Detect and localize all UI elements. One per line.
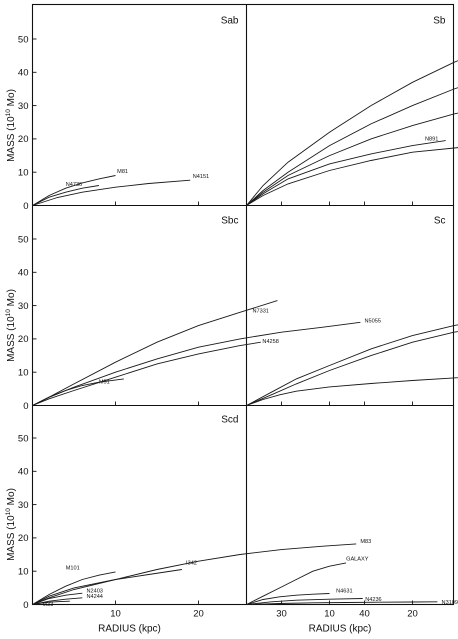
panel-type-sc: Sc bbox=[434, 216, 446, 227]
curve-label-n4736: N4736 bbox=[66, 182, 82, 188]
curve-label-i342: I342 bbox=[186, 561, 197, 567]
curve-m33 bbox=[32, 600, 70, 605]
ytick-label-scd-30: 30 bbox=[18, 500, 29, 511]
panel-type-sb: Sb bbox=[433, 16, 446, 27]
curve-label-m81: M81 bbox=[117, 169, 128, 175]
curve-label-m33: M33 bbox=[42, 602, 53, 608]
curve-m83 bbox=[32, 543, 357, 605]
curve-label-n891: N891 bbox=[425, 137, 438, 143]
ytick-label-sab-50: 50 bbox=[18, 34, 29, 45]
curve-n5055 bbox=[32, 321, 361, 406]
ytick-label-sab-0: 0 bbox=[23, 201, 28, 212]
xtick-label-scd-20: 20 bbox=[193, 609, 204, 620]
xtick-label-scd-30: 30 bbox=[276, 609, 287, 620]
ytick-label-sbc-20: 20 bbox=[18, 334, 29, 345]
panel-type-sab: Sab bbox=[221, 16, 239, 27]
ytick-label-sbc-0: 0 bbox=[23, 401, 28, 412]
curve-n5383 bbox=[246, 147, 458, 206]
ytick-label-sbc-10: 10 bbox=[18, 368, 29, 379]
curve-m101 bbox=[32, 571, 116, 605]
y-axis-label-scd: MASS (1010 Mo) bbox=[5, 488, 17, 561]
curve-n891 bbox=[246, 140, 446, 206]
curve-galaxy bbox=[246, 562, 347, 605]
xtick-label-misc-10: 10 bbox=[324, 609, 335, 620]
curve-n2841 bbox=[246, 60, 458, 206]
curve-n5033 bbox=[246, 331, 458, 406]
ytick-label-sab-10: 10 bbox=[18, 168, 29, 179]
panel-type-sbc: Sbc bbox=[221, 216, 238, 227]
curve-label-n4244: N4244 bbox=[86, 594, 102, 600]
curve-label-n4258: N4258 bbox=[262, 339, 278, 345]
ytick-label-sbc-30: 30 bbox=[18, 301, 29, 312]
curve-n4631 bbox=[246, 593, 330, 605]
x-axis-label-scd: RADIUS (kpc) bbox=[98, 624, 161, 635]
ytick-label-scd-50: 50 bbox=[18, 433, 29, 444]
curve-label-m51: M51 bbox=[99, 380, 110, 386]
ytick-label-sab-20: 20 bbox=[18, 134, 29, 145]
ytick-label-scd-0: 0 bbox=[23, 600, 28, 611]
curve-n3198 bbox=[246, 377, 458, 406]
curve-n4565 bbox=[246, 87, 458, 206]
ytick-label-sbc-40: 40 bbox=[18, 268, 29, 279]
x-axis-label-misc: RADIUS (kpc) bbox=[309, 624, 372, 635]
curve-n3109 bbox=[246, 601, 438, 605]
curve-label-n7331: N7331 bbox=[252, 308, 268, 314]
ytick-label-scd-20: 20 bbox=[18, 533, 29, 544]
curve-n4236 bbox=[246, 598, 363, 605]
curve-n2403 bbox=[32, 592, 83, 605]
curve-label-m101: M101 bbox=[66, 566, 80, 572]
xtick-label-scd-40: 40 bbox=[359, 609, 370, 620]
ytick-label-sab-30: 30 bbox=[18, 101, 29, 112]
ytick-label-scd-40: 40 bbox=[18, 467, 29, 478]
curve-n4258 bbox=[32, 341, 261, 406]
curve-n5907 bbox=[246, 324, 458, 406]
ytick-label-sab-40: 40 bbox=[18, 68, 29, 79]
curve-m81 bbox=[32, 175, 116, 206]
curve-label-n3109: N3109 bbox=[442, 600, 458, 606]
xtick-label-misc-20: 20 bbox=[407, 609, 418, 620]
curve-n7331 bbox=[32, 300, 278, 406]
curve-n4151 bbox=[32, 179, 191, 206]
curve-m31 bbox=[246, 112, 458, 206]
curve-label-m83: M83 bbox=[360, 539, 371, 545]
figure-frame bbox=[31, 3, 455, 606]
panel-type-scd: Scd bbox=[221, 415, 238, 426]
curve-label-n4631: N4631 bbox=[336, 589, 352, 595]
ytick-label-scd-10: 10 bbox=[18, 567, 29, 578]
chart-marks: Sab 0 10 20 30 40 50 MASS (1010 Mo) M81 N4736 N415… bbox=[5, 16, 458, 635]
curve-m51 bbox=[32, 378, 124, 406]
curve-label-n4236: N4236 bbox=[365, 597, 381, 603]
curve-label-n5055: N5055 bbox=[365, 318, 381, 324]
curve-i342 bbox=[32, 569, 182, 605]
curve-label-galaxy: GALAXY bbox=[346, 557, 369, 563]
xtick-label-scd-10: 10 bbox=[110, 609, 121, 620]
y-axis-label-sab: MASS (1010 Mo) bbox=[5, 89, 17, 162]
ytick-label-sbc-50: 50 bbox=[18, 234, 29, 245]
y-axis-label-sbc: MASS (1010 Mo) bbox=[5, 289, 17, 362]
curve-label-n2403: N2403 bbox=[86, 589, 102, 595]
curve-label-n4151: N4151 bbox=[193, 174, 209, 180]
curve-n4736 bbox=[32, 185, 99, 206]
